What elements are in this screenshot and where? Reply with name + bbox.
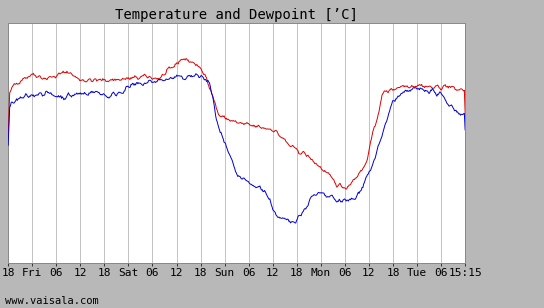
Text: www.vaisala.com: www.vaisala.com [5,297,99,306]
Title: Temperature and Dewpoint [’C]: Temperature and Dewpoint [’C] [115,8,358,22]
